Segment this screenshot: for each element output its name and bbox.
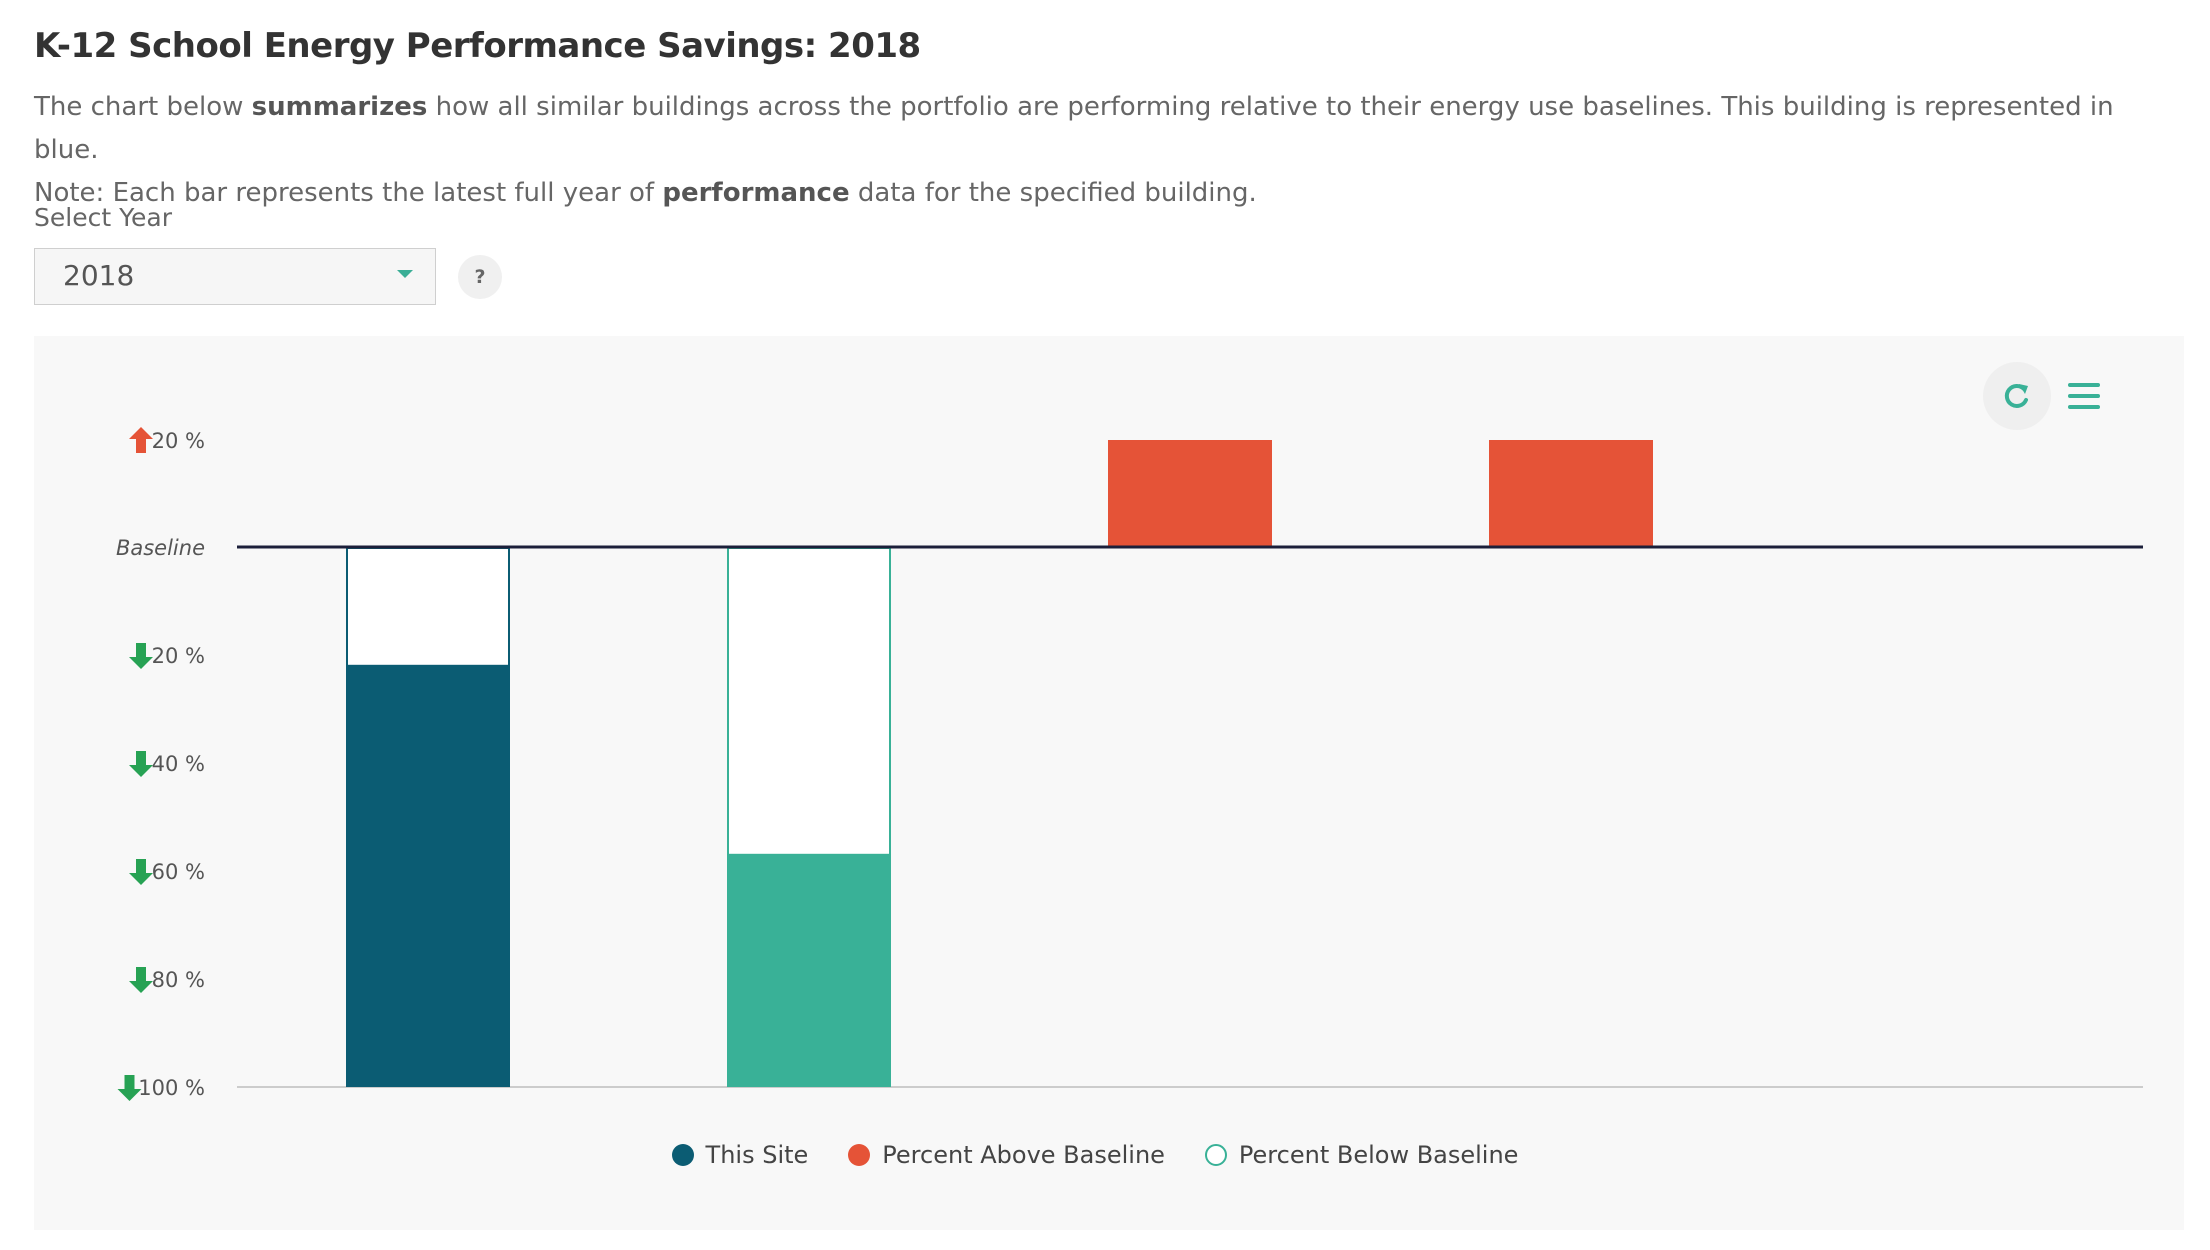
y-tick-label: 20 % [152, 644, 205, 668]
legend-marker-icon [671, 1144, 694, 1166]
bar-below-baseline [727, 854, 891, 1087]
y-tick-label: 40 % [152, 752, 205, 776]
description-line-2: Note: Each bar represents the latest ful… [34, 172, 2184, 215]
bar-outline [727, 547, 891, 856]
y-tick-label: Baseline [116, 536, 205, 560]
desc-bold-text: summarizes [251, 92, 428, 122]
legend-marker-icon [1204, 1144, 1227, 1166]
y-tick-label: 20 % [152, 429, 205, 453]
description-line-1: The chart below summarizes how all simil… [34, 86, 2184, 172]
arrow-up-icon [129, 427, 153, 453]
bar-above-baseline [1489, 440, 1653, 547]
desc-bold-text: performance [662, 178, 850, 208]
desc-text: data for the specified building. [849, 178, 1257, 208]
year-select-label: Select Year [34, 203, 173, 232]
arrow-down-icon [129, 859, 153, 885]
arrow-down-icon [129, 967, 153, 993]
page-title: K-12 School Energy Performance Savings: … [34, 26, 921, 66]
arrow-down-icon [129, 643, 153, 669]
legend-label: This Site [705, 1141, 809, 1169]
year-select-value: 2018 [63, 259, 135, 292]
legend-item[interactable]: This Site [671, 1135, 809, 1175]
help-button[interactable]: ? [458, 255, 502, 299]
chart-description: The chart below summarizes how all simil… [34, 86, 2184, 215]
legend-item[interactable]: Percent Below Baseline [1204, 1135, 1519, 1175]
hamburger-menu-icon [2068, 383, 2100, 409]
legend-label: Percent Above Baseline [882, 1141, 1165, 1169]
desc-text: The chart below [34, 92, 252, 122]
chart-menu-button[interactable] [2066, 380, 2104, 414]
legend-label: Percent Below Baseline [1238, 1141, 1519, 1169]
y-tick-label: 80 % [152, 968, 205, 992]
legend-item[interactable]: Percent Above Baseline [848, 1135, 1165, 1175]
year-select[interactable]: 2018 [34, 248, 436, 305]
caret-down-icon [397, 270, 413, 278]
y-tick-label: 100 % [138, 1076, 205, 1100]
bar-this-site [346, 665, 510, 1087]
arrow-down-icon [129, 751, 153, 777]
bar-above-baseline [1108, 440, 1272, 547]
bar-outline [346, 547, 510, 667]
refresh-icon [2004, 383, 2028, 408]
refresh-button[interactable] [1983, 362, 2051, 430]
legend-marker-icon [848, 1144, 871, 1166]
y-tick-label: 60 % [152, 860, 205, 884]
arrow-down-icon [117, 1075, 142, 1101]
desc-text: how all similar buildings across the por… [34, 92, 2114, 165]
desc-text: Note: Each bar represents the latest ful… [34, 178, 663, 208]
chart-legend: This Site Percent Above Baseline Percent B… [0, 1135, 2200, 1175]
